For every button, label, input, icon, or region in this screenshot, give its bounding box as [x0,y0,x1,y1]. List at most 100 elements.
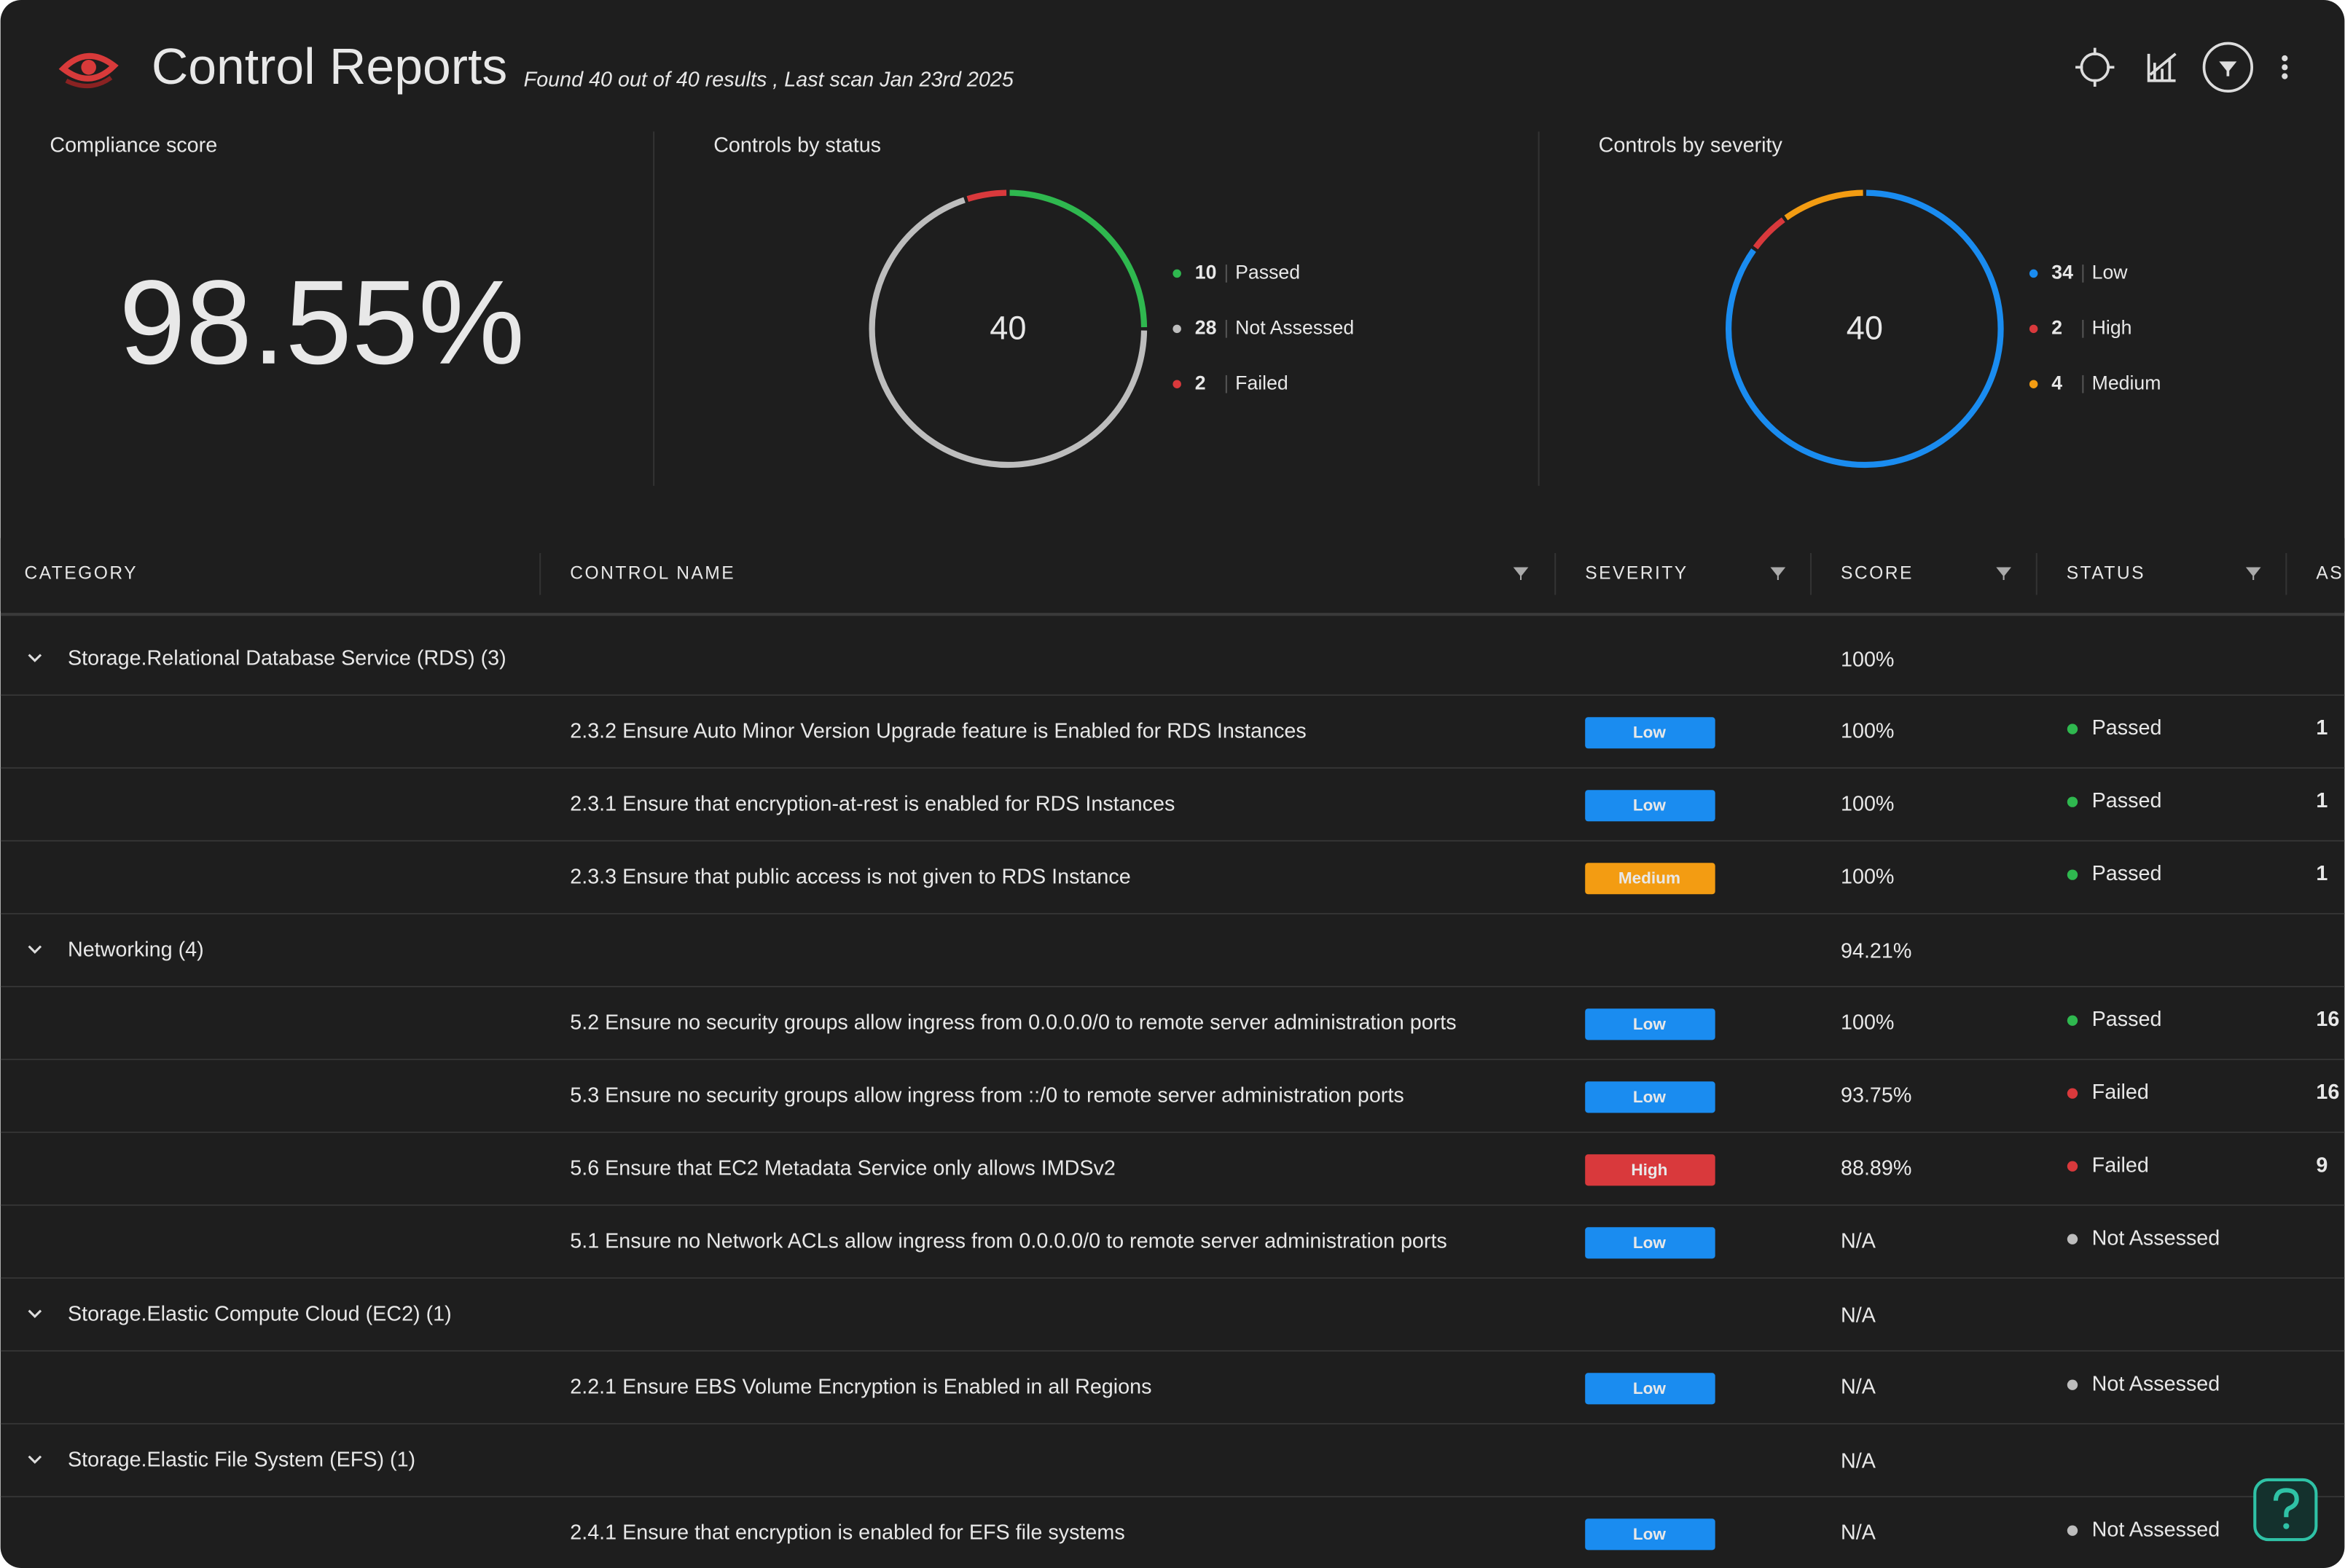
page-title: Control Reports [152,38,507,95]
severity-label: High [1631,1161,1667,1179]
control-name: 2.3.2 Ensure Auto Minor Version Upgrade … [570,719,1307,742]
donut-segment [869,197,1148,469]
subtitle: Found 40 out of 40 results , Last scan J… [524,68,1014,91]
donut-segment [1753,217,1785,250]
legend-label: High [2092,316,2132,338]
more-button[interactable] [2282,55,2288,79]
expand-chevron[interactable] [28,654,42,662]
filter-button[interactable] [2202,42,2254,93]
table-header: CATEGORY CONTROL NAME SEVERITY SCORE STATUS A… [0,538,2345,616]
status-dot [2067,1379,2078,1390]
legend-label: Medium [2092,372,2161,393]
severity-badge [1585,1227,1715,1259]
control-name: 2.4.1 Ensure that encryption is enabled … [570,1521,1124,1544]
row-score: N/A [1841,1375,1876,1398]
legend-value: 34 [2051,261,2073,283]
compliance-score: 98.55% [119,255,525,389]
status-label: Passed [2092,1008,2162,1031]
severity-label: Low [1633,1088,1667,1106]
donut-segment [966,189,1007,203]
table-body: Storage.Relational Database Service (RDS… [0,646,2345,1551]
status-label: Passed [2092,789,2162,812]
group-name: Networking (4) [68,938,204,961]
severity-badge [1585,717,1715,749]
severity-label: Low [1633,1015,1667,1033]
asset-count: 1 [2316,862,2328,885]
column-header: CATEGORY [24,563,138,583]
expand-chevron[interactable] [28,1455,42,1465]
expand-chevron[interactable] [28,945,42,954]
legend-label: Failed [1235,372,1288,393]
legend-dot [2029,380,2038,388]
severity-label: Low [1633,724,1667,742]
legend-value: 2 [2051,316,2062,338]
group-score: 94.21% [1841,939,1911,963]
donut-segment [1009,189,1148,328]
control-name: 5.1 Ensure no Network ACLs allow ingress… [570,1229,1447,1253]
row-score: N/A [1841,1229,1876,1253]
status-label: Failed [2092,1153,2149,1177]
column-header: AS [2316,563,2344,583]
status-dot [2067,796,2078,807]
status-label: Not Assessed [2092,1518,2220,1541]
control-name: 2.3.1 Ensure that encryption-at-rest is … [570,792,1175,815]
column-filter[interactable] [1513,567,1529,580]
control-name: 5.6 Ensure that EC2 Metadata Service onl… [570,1156,1116,1180]
panel-label: Controls by severity [1599,134,1783,157]
severity-label: Medium [1618,869,1680,887]
status-label: Failed [2092,1081,2149,1104]
status-dot [2067,1525,2078,1536]
legend-label: Passed [1235,261,1300,283]
severity-badge [1585,1081,1715,1113]
row-score: 100% [1841,1011,1894,1034]
status-dot [2067,724,2078,734]
severity-badge [1585,1154,1715,1186]
status-dot [2067,1015,2078,1026]
severity-badge [1585,1373,1715,1405]
asset-count: 1 [2316,789,2328,812]
status-dot [2067,869,2078,880]
donut-segment [1784,189,1863,221]
column-filter[interactable] [1770,567,1786,580]
control-name: 5.2 Ensure no security groups allow ingr… [570,1011,1456,1034]
help-button[interactable] [2253,1478,2318,1542]
chart-button[interactable] [2147,52,2177,82]
donut-segment [1726,189,2004,469]
legend-value: 4 [2051,372,2062,393]
legend-value: 28 [1195,316,1217,338]
severity-badge [1585,1518,1715,1551]
group-name: Storage.Relational Database Service (RDS… [68,646,506,670]
asset-count: 16 [2316,1081,2339,1104]
legend-value: 2 [1195,372,1206,393]
status-label: Passed [2092,716,2162,740]
toolbar [2075,42,2288,93]
group-name: Storage.Elastic Compute Cloud (EC2) (1) [68,1302,452,1325]
group-score: N/A [1841,1304,1876,1327]
header-row [0,538,2345,612]
status-label: Not Assessed [2092,1372,2220,1395]
panel-label: Controls by status [713,134,881,157]
severity-label: Low [1633,1234,1667,1252]
column-filter[interactable] [2245,567,2261,580]
row-score: 88.89% [1841,1156,1911,1180]
legend-value: 10 [1195,261,1217,283]
group-score: 100% [1841,648,1894,671]
column-header: SEVERITY [1585,563,1688,583]
severity-label: Low [1633,1525,1667,1543]
control-name: 2.2.1 Ensure EBS Volume Encryption is En… [570,1375,1151,1398]
legend-dot [2029,324,2038,334]
severity-badge [1585,790,1715,822]
row-score: 100% [1841,792,1894,815]
donut-total: 40 [1847,309,1883,346]
refresh-button[interactable] [2075,47,2115,87]
legend-dot [1172,380,1181,388]
column-filter[interactable] [1996,567,2011,580]
logo [58,52,119,89]
status-label: Not Assessed [2092,1226,2220,1250]
legend-dot [2029,269,2038,278]
expand-chevron[interactable] [28,1309,42,1319]
column-header: SCORE [1841,563,1914,583]
